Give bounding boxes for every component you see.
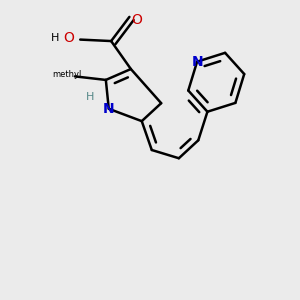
Text: N: N: [191, 55, 203, 69]
Text: methyl: methyl: [52, 70, 81, 79]
Text: N: N: [103, 102, 115, 116]
Text: O: O: [131, 13, 142, 27]
Text: H: H: [51, 33, 59, 43]
Text: O: O: [63, 31, 74, 45]
Text: H: H: [85, 92, 94, 102]
